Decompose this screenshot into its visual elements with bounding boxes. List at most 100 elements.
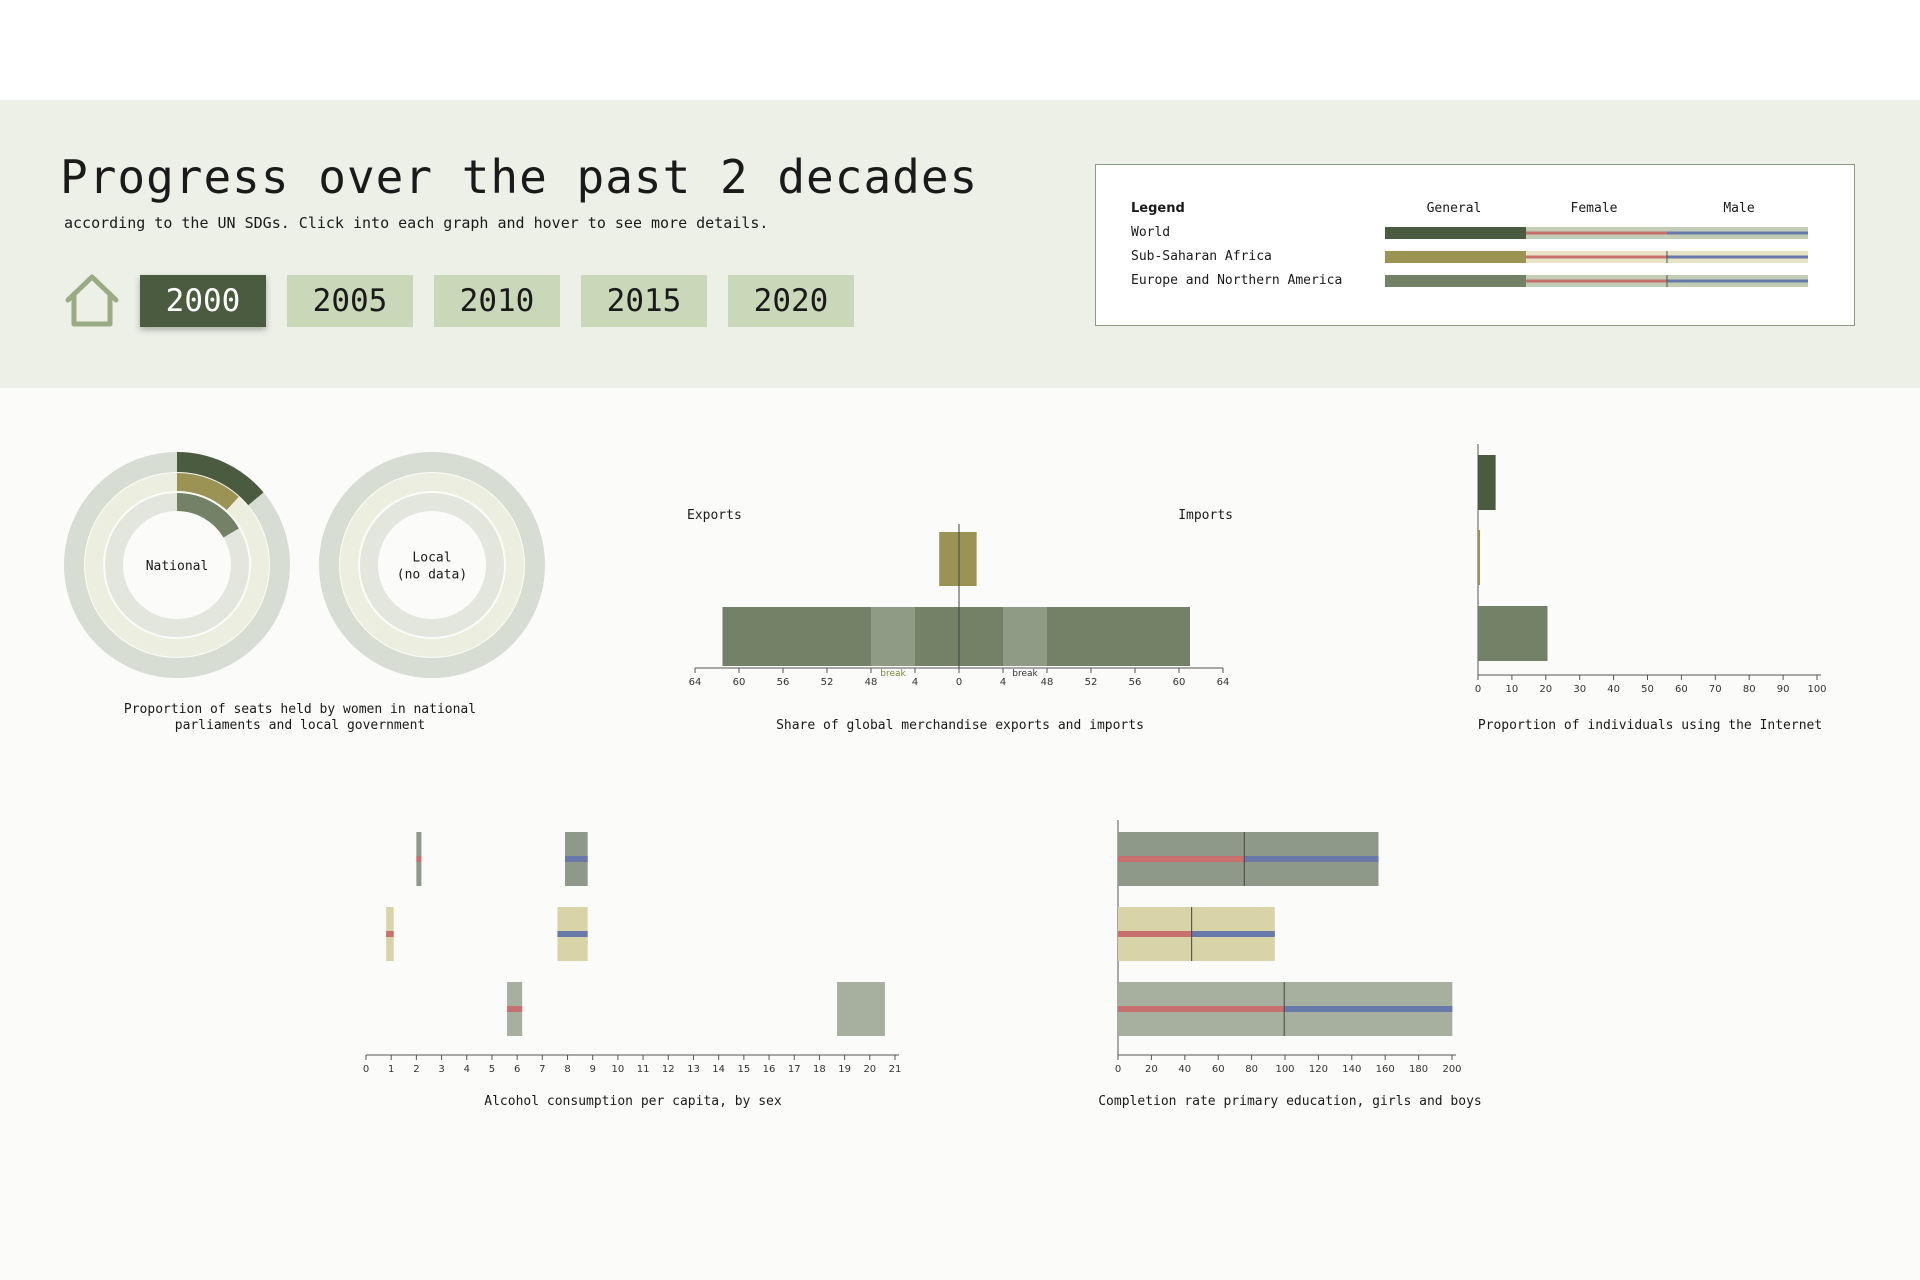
trade-tick-label: 0 [956,677,962,688]
alcohol-female-mark [507,1006,523,1012]
legend-swatch-ssa-female [1526,255,1667,259]
top-bar [0,0,1920,100]
page-subtitle: according to the UN SDGs. Click into eac… [64,214,769,232]
trade-tick-label: 60 [733,677,746,688]
education-male-mark [1244,856,1379,862]
education-tick-label: 120 [1309,1064,1328,1075]
alcohol-tick-label: 15 [737,1064,750,1075]
alcohol-tick-label: 20 [863,1064,876,1075]
legend-swatch-world-female [1526,231,1667,235]
alcohol-tick-label: 0 [363,1064,369,1075]
internet-caption: Proportion of individuals using the Inte… [1477,718,1823,733]
ring-arc-2 [176,493,239,538]
alcohol-tick-label: 6 [514,1064,520,1075]
alcohol-range-chart[interactable]: 0 1 2 3 4 5 6 7 8 9 10 11 12 13 14 15 16 17 18 19 20 21 [350,820,910,1075]
ring-track-1-2 [360,493,504,637]
ring-center-label: (no data) [397,568,467,583]
education-tick-label: 20 [1145,1064,1158,1075]
year-button-2010[interactable]: 2010 [434,275,560,327]
legend-box: Legend General Female Male World Sub-Sah… [1095,164,1855,326]
page-title: Progress over the past 2 decades [60,150,979,204]
trade-bar-imports [959,532,977,586]
education-male-mark [1191,931,1275,937]
legend-header-general: General [1426,201,1482,216]
trade-imports-label: Imports [1178,508,1233,523]
alcohol-tick-label: 17 [788,1064,801,1075]
alcohol-tick-label: 5 [489,1064,495,1075]
trade-tick-label: 4 [912,677,918,688]
trade-exports-label: Exports [687,508,742,523]
ring-center-label: Local [412,551,451,566]
trade-diverging-chart[interactable]: Exports Imports 64 60 56 52 48 4 0 4 48 52 56 60 64 bre… [680,500,1240,700]
alcohol-tick-label: 14 [712,1064,725,1075]
trade-break-label-left: break [880,669,906,679]
education-tick-label: 100 [1275,1064,1294,1075]
legend-swatch-ssa-male [1667,255,1808,259]
ring-arc-0 [176,452,264,506]
internet-tick-label: 90 [1777,684,1790,695]
trade-tick-label: 64 [689,677,702,688]
trade-tick-label: 48 [865,677,878,688]
education-tick-label: 200 [1442,1064,1461,1075]
education-tick-label: 80 [1245,1064,1258,1075]
education-tick-label: 160 [1376,1064,1395,1075]
trade-bar-exports [722,607,959,666]
internet-tick-label: 50 [1641,684,1654,695]
year-button-2005[interactable]: 2005 [287,275,413,327]
trade-caption: Share of global merchandise exports and … [776,718,1144,733]
seats-radial-chart[interactable]: National Local (no data) [55,445,555,685]
trade-tick-label: 64 [1217,677,1230,688]
trade-bar-exports [939,532,959,586]
education-female-mark [1118,856,1245,862]
trade-break-band-right [1003,607,1047,666]
trade-tick-label: 4 [1000,677,1006,688]
home-icon[interactable] [62,272,122,330]
legend-swatch-europe-male [1667,279,1808,283]
internet-tick-label: 40 [1607,684,1620,695]
alcohol-tick-label: 7 [539,1064,545,1075]
ring-track-1-0 [319,452,545,678]
alcohol-tick-label: 21 [889,1064,902,1075]
alcohol-tick-label: 9 [590,1064,596,1075]
internet-tick-label: 60 [1675,684,1688,695]
education-tick-label: 0 [1115,1064,1121,1075]
legend-header-female: Female [1570,201,1618,216]
trade-tick-label: 56 [1129,677,1142,688]
alcohol-tick-label: 2 [413,1064,419,1075]
alcohol-tick-label: 18 [813,1064,826,1075]
alcohol-tick-label: 13 [687,1064,700,1075]
legend-swatch-europe-general [1385,275,1526,287]
legend-swatches [1385,227,1808,287]
internet-bar-chart[interactable]: 0 10 20 30 40 50 60 70 80 90 100 [1460,440,1840,695]
education-tick-label: 140 [1342,1064,1361,1075]
legend-label-ssa: Sub-Saharan Africa [1131,249,1272,264]
alcohol-tick-label: 12 [662,1064,675,1075]
year-button-2015[interactable]: 2015 [581,275,707,327]
ring-center-label: National [146,559,209,574]
alcohol-tick-label: 19 [838,1064,851,1075]
seats-caption: Proportion of seats held by women in nat… [123,702,477,733]
internet-tick-label: 10 [1506,684,1519,695]
education-female-mark [1118,931,1192,937]
trade-tick-label: 60 [1173,677,1186,688]
year-button-2000[interactable]: 2000 [140,275,266,327]
legend-label-world: World [1131,225,1171,240]
alcohol-tick-label: 4 [464,1064,470,1075]
education-tick-label: 180 [1409,1064,1428,1075]
education-tick-label: 60 [1212,1064,1225,1075]
legend-swatch-world-general [1385,227,1526,239]
legend-header-male: Male [1723,201,1755,216]
year-button-2020[interactable]: 2020 [728,275,854,327]
alcohol-range-bar [837,982,885,1036]
ring-arc-1 [176,472,239,511]
trade-bar-imports [959,607,1190,666]
trade-break-label-right: break [1012,669,1038,679]
internet-tick-label: 80 [1743,684,1756,695]
trade-tick-label: 56 [777,677,790,688]
education-bar-chart[interactable]: 0 20 40 60 80 100 120 140 160 180 200 [1100,815,1500,1075]
trade-tick-label: 52 [1085,677,1098,688]
legend-swatch-ssa-general [1385,251,1526,263]
trade-break-band-left [871,607,915,666]
internet-tick-label: 20 [1539,684,1552,695]
alcohol-tick-label: 1 [388,1064,394,1075]
